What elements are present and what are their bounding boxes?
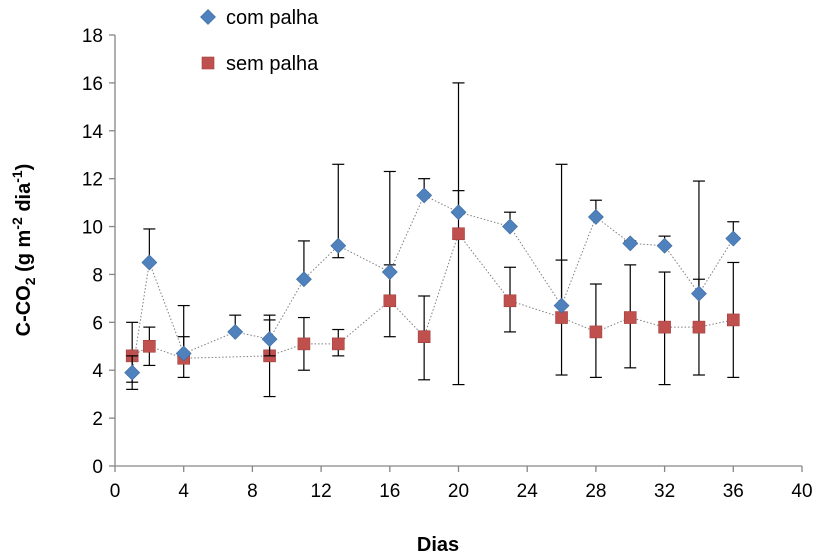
y-tick-label: 6 bbox=[92, 313, 103, 334]
y-tick-label: 16 bbox=[82, 74, 103, 95]
data-point bbox=[623, 311, 637, 324]
x-ticks: 0 4 8 12 16 20 24 28 32 36 40 bbox=[110, 466, 813, 502]
legend: com palha sem palha bbox=[200, 7, 319, 75]
data-point bbox=[452, 227, 465, 241]
y-tick-label: 0 bbox=[92, 457, 103, 478]
y-tick-label: 2 bbox=[92, 409, 103, 430]
x-tick-label: 12 bbox=[311, 481, 332, 502]
y-tick-label: 4 bbox=[92, 361, 103, 382]
x-tick-label: 28 bbox=[585, 481, 606, 502]
y-tick-label: 12 bbox=[82, 170, 103, 191]
data-point bbox=[417, 330, 431, 344]
data-point bbox=[553, 297, 570, 314]
data-point bbox=[692, 320, 706, 334]
data-point bbox=[503, 294, 517, 308]
y-tick-label: 8 bbox=[92, 265, 103, 286]
x-tick-label: 4 bbox=[178, 481, 189, 502]
x-tick-label: 20 bbox=[448, 481, 469, 502]
legend-item-sem-palha: sem palha bbox=[201, 53, 319, 75]
error-bar bbox=[383, 170, 396, 273]
error-bar bbox=[555, 163, 568, 307]
legend-label: sem palha bbox=[226, 53, 319, 75]
x-axis-title: Dias bbox=[417, 534, 459, 556]
data-point bbox=[297, 337, 311, 351]
data-point bbox=[691, 285, 707, 302]
data-point bbox=[261, 331, 278, 348]
data-point bbox=[656, 237, 673, 254]
y-axis-title-part: (g m bbox=[13, 230, 35, 278]
data-point bbox=[175, 345, 192, 362]
data-point bbox=[331, 337, 345, 351]
y-tick-label: 18 bbox=[82, 26, 103, 47]
data-point bbox=[502, 218, 518, 235]
series-line bbox=[131, 194, 734, 373]
y-tick-label: 14 bbox=[82, 122, 104, 143]
data-point bbox=[587, 209, 604, 225]
data-point bbox=[658, 320, 671, 334]
data-point bbox=[622, 235, 639, 252]
y-axis-title-part: ) bbox=[13, 164, 35, 171]
y-axis-title-subscript: 2 bbox=[22, 277, 38, 285]
y-tick-label: 10 bbox=[82, 218, 103, 239]
data-point bbox=[726, 313, 740, 327]
y-axis-title-part: C-CO bbox=[13, 285, 35, 336]
legend-marker-square-icon bbox=[201, 56, 215, 70]
x-tick-label: 24 bbox=[517, 481, 539, 502]
data-point bbox=[227, 323, 244, 340]
y-axis-title-superscript: -2 bbox=[9, 217, 25, 230]
x-tick-label: 40 bbox=[791, 481, 812, 502]
data-point bbox=[296, 271, 312, 288]
legend-marker-diamond-icon bbox=[200, 9, 216, 25]
series-sem-palha bbox=[125, 82, 740, 398]
series-layer bbox=[124, 82, 742, 398]
series-line bbox=[131, 232, 734, 359]
y-ticks: 0 2 4 6 8 10 12 14 16 18 bbox=[82, 26, 115, 478]
data-point bbox=[124, 364, 141, 381]
data-point bbox=[381, 264, 398, 280]
data-point bbox=[143, 339, 156, 353]
legend-item-com-palha: com palha bbox=[200, 7, 319, 29]
error-bar bbox=[692, 180, 705, 295]
x-tick-label: 36 bbox=[723, 481, 744, 502]
y-axis-title-superscript: -1 bbox=[9, 170, 25, 183]
data-point bbox=[330, 237, 347, 254]
x-tick-label: 16 bbox=[379, 481, 400, 502]
legend-label: com palha bbox=[226, 7, 319, 29]
x-tick-label: 0 bbox=[110, 481, 121, 502]
data-point bbox=[416, 187, 433, 204]
y-axis-title-part: dia bbox=[13, 182, 35, 217]
series-com-palha bbox=[124, 163, 742, 390]
data-point bbox=[589, 325, 603, 339]
data-point bbox=[383, 294, 397, 308]
x-tick-label: 32 bbox=[654, 481, 675, 502]
y-axis-title: C-CO2 (g m-2 dia-1) bbox=[9, 164, 38, 337]
data-point bbox=[725, 230, 742, 247]
data-point bbox=[141, 254, 158, 271]
x-tick-label: 8 bbox=[247, 481, 258, 502]
data-point bbox=[450, 204, 467, 221]
